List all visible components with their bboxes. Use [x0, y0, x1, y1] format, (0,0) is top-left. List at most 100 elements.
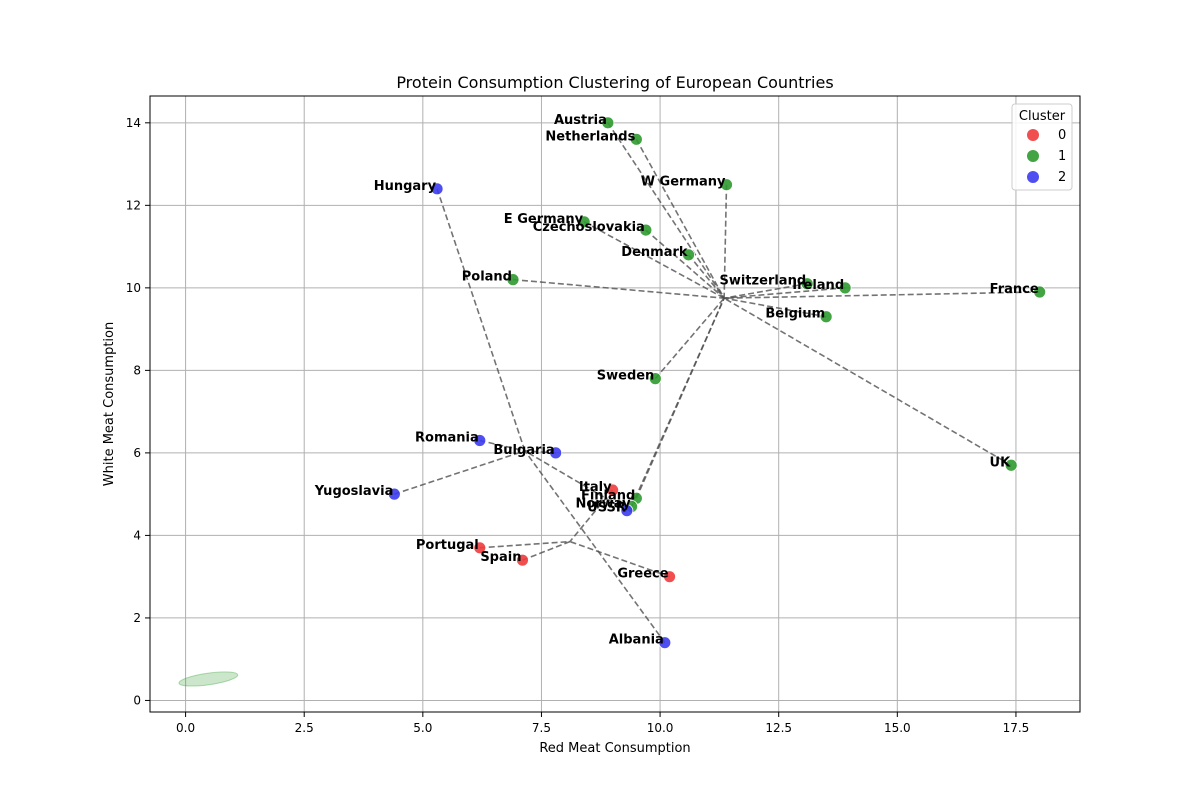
connector-line [479, 439, 526, 452]
data-point [639, 223, 653, 237]
point-label: Sweden [597, 369, 655, 384]
x-tick-label: 2.5 [295, 721, 314, 735]
data-point [620, 504, 634, 518]
data-point [663, 570, 676, 584]
y-axis-ticks: 0 2 4 6 8 10 12 14 [126, 116, 150, 707]
data-point [819, 310, 833, 324]
x-tick-label: 0.0 [176, 721, 195, 735]
connector-line [687, 254, 725, 299]
connector-line [630, 297, 725, 507]
x-tick-label: 5.0 [413, 721, 432, 735]
connector-line [607, 122, 725, 299]
legend-marker [1027, 129, 1039, 141]
point-label: Italy [579, 480, 612, 495]
data-point [430, 182, 444, 196]
data-point [606, 483, 620, 497]
point-label: Ireland [792, 278, 844, 293]
connector-line [723, 184, 728, 299]
connector-line [524, 450, 666, 644]
data-point [549, 446, 563, 460]
point-label: Hungary [374, 179, 437, 194]
plot-frame [149, 95, 1081, 713]
point-label: Albania [609, 633, 664, 648]
data-point [506, 273, 520, 287]
data-points [387, 116, 1047, 650]
cluster-ellipse [178, 671, 239, 687]
point-label: Bulgaria [493, 443, 554, 458]
y-tick-label: 12 [126, 198, 141, 212]
point-label: Switzerland [720, 274, 807, 289]
point-label: UK [990, 455, 1012, 470]
connector-line [724, 287, 846, 299]
cluster-connector-lines [394, 122, 1040, 644]
y-tick-label: 8 [133, 363, 141, 377]
legend-title: Cluster [1019, 109, 1066, 124]
point-label: Netherlands [545, 129, 635, 144]
y-tick-label: 14 [126, 116, 141, 130]
data-point [658, 636, 672, 650]
y-tick-label: 4 [133, 528, 141, 542]
x-tick-label: 10.0 [647, 721, 674, 735]
point-label: Czechoslovakia [533, 220, 645, 235]
legend-entry-label: 0 [1058, 128, 1066, 143]
y-tick-label: 10 [126, 281, 141, 295]
point-label: Denmark [621, 245, 688, 260]
point-label: Finland [581, 488, 635, 503]
connector-line [512, 278, 725, 299]
connector-line [723, 297, 1012, 466]
legend-entries: 0 1 2 [1027, 128, 1066, 185]
connector-line [569, 489, 614, 543]
point-label: W Germany [641, 175, 726, 190]
connector-line [723, 297, 827, 318]
x-tick-label: 12.5 [765, 721, 792, 735]
data-point [838, 281, 852, 295]
data-point [648, 372, 662, 386]
legend-entry-label: 1 [1058, 149, 1066, 164]
point-label: Greece [617, 567, 668, 582]
point-label: Yugoslavia [314, 484, 394, 499]
data-point [682, 248, 695, 262]
legend: Cluster 0 1 2 [1011, 103, 1073, 191]
point-label: Norway [576, 497, 632, 512]
data-point [1033, 285, 1047, 299]
data-point [473, 434, 487, 447]
point-label: Spain [480, 550, 521, 565]
chart-title: Protein Consumption Clustering of Europe… [396, 73, 833, 92]
point-labels: Albania Austria Belgium Bulgaria Czechoslova… [314, 113, 1039, 648]
data-point [800, 277, 814, 291]
legend-marker [1027, 171, 1039, 183]
connector-line [394, 450, 526, 495]
x-tick-label: 15.0 [884, 721, 911, 735]
connector-line [635, 138, 725, 299]
legend-marker [1027, 150, 1039, 162]
point-label: France [990, 282, 1039, 297]
x-tick-label: 7.5 [532, 721, 551, 735]
y-axis-label: White Meat Consumption [102, 322, 117, 486]
y-tick-label: 2 [133, 611, 141, 625]
data-point [720, 178, 733, 192]
connector-line [524, 450, 628, 512]
legend-entry-label: 2 [1058, 170, 1066, 185]
y-tick-label: 0 [133, 693, 141, 707]
data-point [473, 541, 487, 555]
data-point [601, 116, 615, 130]
data-point [516, 553, 529, 567]
legend-box [1011, 103, 1073, 191]
connector-line [724, 291, 1040, 299]
point-label: USSR [587, 501, 626, 516]
point-label: E Germany [504, 212, 584, 227]
connector-line [645, 229, 725, 299]
data-point [577, 215, 591, 229]
x-axis-ticks: 0.0 2.5 5.0 7.5 10.0 12.5 15.0 17.5 [176, 712, 1029, 735]
confidence-ellipses [178, 671, 239, 687]
connector-line [479, 540, 570, 549]
connector-line [723, 282, 808, 299]
data-point [1004, 458, 1018, 472]
point-label: Romania [415, 431, 479, 446]
point-label: Austria [554, 113, 607, 128]
x-axis-label: Red Meat Consumption [539, 741, 690, 756]
data-point [387, 487, 401, 501]
